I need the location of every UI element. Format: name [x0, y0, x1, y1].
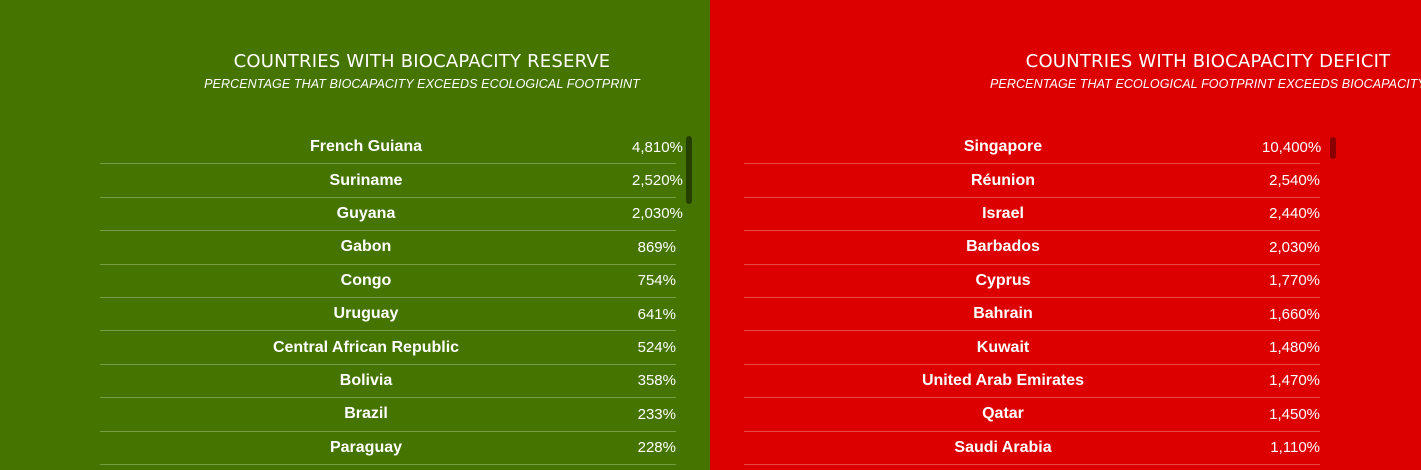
percentage-value: 233%: [637, 405, 676, 423]
table-row: Guyana 2,030%: [100, 198, 683, 232]
percentage-value: 641%: [637, 305, 676, 323]
percentage-value: 524%: [637, 339, 676, 357]
table-row: Cyprus 1,770%: [744, 265, 1320, 298]
country-name: Uruguay: [333, 305, 399, 323]
percentage-value: 1,770%: [1269, 272, 1320, 290]
country-name: United Arab Emirates: [921, 371, 1085, 389]
table-row: Suriname 2,520%: [100, 164, 683, 198]
percentage-value: 1,450%: [1269, 405, 1320, 423]
percentage-value: 228%: [637, 439, 676, 457]
percentage-value: 2,540%: [1269, 172, 1320, 190]
reserve-subtitle: PERCENTAGE THAT BIOCAPACITY EXCEEDS ECOL…: [204, 77, 640, 91]
table-row: Bahrain 1,660%: [744, 298, 1320, 332]
country-name: Saudi Arabia: [954, 438, 1052, 456]
country-name: Qatar: [982, 405, 1024, 423]
reserve-panel: COUNTRIES WITH BIOCAPACITY RESERVE PERCE…: [0, 0, 710, 470]
reserve-title: COUNTRIES WITH BIOCAPACITY RESERVE: [233, 51, 611, 72]
deficit-scrollbar[interactable]: [1330, 137, 1336, 159]
table-row: Saudi Arabia 1,110%: [744, 432, 1320, 465]
percentage-value: 869%: [637, 238, 676, 256]
table-row: Bolivia 358%: [100, 365, 676, 399]
percentage-value: 1,470%: [1269, 372, 1320, 390]
percentage-value: 1,110%: [1270, 439, 1320, 457]
country-name: Gabon: [340, 238, 392, 256]
table-row: Central African Republic 524%: [100, 331, 676, 365]
percentage-value: 358%: [637, 372, 676, 390]
percentage-value: 1,660%: [1269, 305, 1320, 323]
table-row: Qatar 1,450%: [744, 398, 1320, 432]
deficit-list[interactable]: Singapore 10,400% Réunion 2,540% Israel 2,440…: [744, 131, 1322, 465]
table-row: Gabon 869%: [100, 231, 676, 265]
percentage-value: 1,480%: [1269, 339, 1320, 357]
table-row: Kuwait 1,480%: [744, 331, 1320, 365]
reserve-list[interactable]: French Guiana 4,810% Suriname 2,520% Guyana 2…: [100, 131, 683, 465]
country-name: Guyana: [336, 204, 396, 222]
percentage-value: 2,520%: [632, 172, 683, 190]
country-name: Congo: [340, 271, 392, 289]
percentage-value: 10,400%: [1262, 138, 1322, 156]
table-row: French Guiana 4,810%: [100, 131, 683, 165]
country-name: Central African Republic: [272, 338, 460, 356]
country-name: Bahrain: [973, 305, 1033, 323]
percentage-value: 2,030%: [1269, 238, 1320, 256]
deficit-panel: COUNTRIES WITH BIOCAPACITY DEFICIT PERCE…: [710, 0, 1421, 470]
deficit-title: COUNTRIES WITH BIOCAPACITY DEFICIT: [1025, 51, 1391, 72]
percentage-value: 4,810%: [632, 138, 683, 156]
percentage-value: 754%: [637, 272, 676, 290]
table-row: Singapore 10,400%: [744, 131, 1322, 165]
country-name: Brazil: [344, 405, 388, 423]
country-name: Réunion: [971, 171, 1035, 189]
country-name: Singapore: [963, 138, 1043, 156]
country-name: Barbados: [966, 238, 1040, 256]
table-row: Brazil 233%: [100, 398, 676, 432]
country-name: Israel: [982, 204, 1024, 222]
deficit-subtitle: PERCENTAGE THAT ECOLOGICAL FOOTPRINT EXC…: [990, 77, 1421, 91]
table-row: Israel 2,440%: [744, 198, 1320, 232]
country-name: Paraguay: [329, 438, 403, 456]
table-row: Congo 754%: [100, 265, 676, 298]
country-name: Bolivia: [339, 371, 393, 389]
table-row: Paraguay 228%: [100, 432, 676, 465]
country-name: Kuwait: [976, 338, 1030, 356]
country-name: Suriname: [329, 171, 403, 189]
percentage-value: 2,440%: [1269, 205, 1320, 223]
table-row: Uruguay 641%: [100, 298, 676, 332]
table-row: Réunion 2,540%: [744, 164, 1320, 198]
country-name: French Guiana: [309, 138, 423, 156]
reserve-scrollbar[interactable]: [686, 136, 692, 204]
table-row: United Arab Emirates 1,470%: [744, 365, 1320, 399]
percentage-value: 2,030%: [632, 205, 683, 223]
country-name: Cyprus: [975, 271, 1031, 289]
table-row: Barbados 2,030%: [744, 231, 1320, 265]
